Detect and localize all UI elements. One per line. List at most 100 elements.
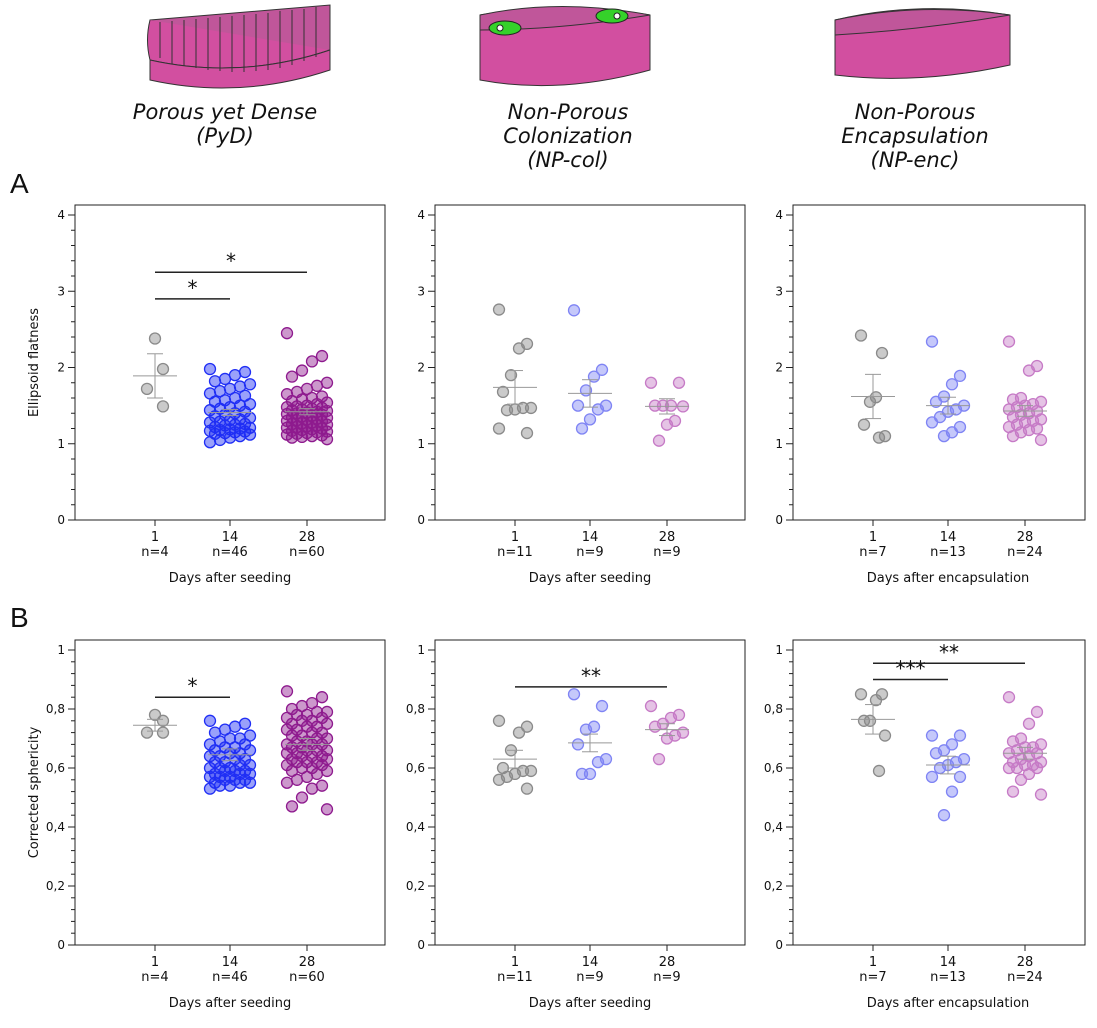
data-point: [579, 723, 593, 736]
x-tick-n-label: n=7: [859, 545, 886, 560]
x-tick-label: 1: [869, 530, 877, 545]
data-point: [520, 426, 534, 440]
x-tick-n-label: n=46: [212, 970, 248, 985]
data-point: [1034, 788, 1048, 801]
data-point: [233, 776, 247, 789]
y-tick-label: 2: [775, 361, 783, 375]
data-point: [945, 378, 959, 391]
data-point: [280, 685, 294, 698]
data-point: [925, 335, 939, 348]
data-point: [925, 729, 939, 742]
data-point: [945, 785, 959, 798]
data-point: [672, 376, 686, 389]
y-tick-label: 4: [57, 208, 65, 222]
data-point: [492, 714, 506, 727]
x-tick-n-label: n=9: [653, 970, 680, 985]
data-point: [1034, 433, 1048, 447]
plot-frame: [792, 204, 1086, 521]
data-point: [953, 770, 967, 783]
data-point: [496, 385, 510, 399]
x-tick-n-label: n=4: [141, 970, 168, 985]
data-point: [140, 726, 154, 739]
data-point: [492, 303, 506, 316]
y-tick-label: 4: [775, 208, 783, 222]
data-point: [854, 329, 868, 342]
data-point: [567, 688, 581, 701]
x-tick-n-label: n=46: [212, 545, 248, 560]
y-axis-label: Corrected sphericity: [27, 726, 42, 858]
data-point: [320, 764, 334, 778]
data-point: [857, 714, 871, 727]
data-point: [1030, 705, 1044, 719]
data-point: [238, 717, 252, 730]
header-title-line: Porous yet Dense: [132, 100, 318, 124]
x-axis-label: Days after seeding: [529, 571, 652, 586]
y-tick-label: 0,6: [46, 761, 65, 775]
data-point: [869, 694, 883, 707]
x-tick-label: 28: [659, 530, 676, 545]
data-point: [571, 738, 585, 751]
data-point: [310, 767, 324, 781]
y-tick-label: 0,2: [406, 879, 425, 893]
data-point: [925, 416, 939, 429]
data-point: [315, 349, 329, 363]
data-point: [295, 430, 309, 444]
y-tick-label: 0: [417, 513, 425, 527]
data-point: [140, 382, 154, 396]
data-point: [1022, 364, 1036, 377]
data-point: [1006, 429, 1020, 443]
y-tick-label: 3: [417, 284, 425, 298]
header-title-line: Non-Porous: [854, 100, 976, 124]
x-tick-n-label: n=4: [141, 545, 168, 560]
data-point: [504, 368, 518, 382]
data-point: [1006, 785, 1020, 798]
significance-label: *: [188, 276, 198, 300]
data-point: [295, 364, 309, 377]
data-point: [156, 714, 170, 727]
y-tick-label: 3: [775, 284, 783, 298]
data-point: [660, 418, 674, 431]
data-point: [652, 434, 666, 447]
x-axis-label: Days after encapsulation: [867, 571, 1030, 586]
data-point: [315, 691, 329, 704]
y-tick-label: 1: [57, 437, 65, 451]
data-point: [937, 809, 951, 822]
y-tick-label: 1: [417, 437, 425, 451]
data-point: [512, 726, 526, 739]
x-tick-label: 14: [222, 955, 239, 970]
x-tick-n-label: n=24: [1007, 545, 1043, 560]
data-point: [937, 429, 951, 443]
x-tick-n-label: n=60: [289, 545, 325, 560]
significance-label: *: [188, 674, 198, 698]
data-point: [280, 327, 294, 340]
y-tick-label: 0: [775, 513, 783, 527]
data-point: [878, 729, 892, 742]
data-point: [1002, 691, 1016, 704]
y-tick-label: 0,4: [764, 820, 783, 834]
data-point: [571, 399, 585, 412]
x-tick-label: 28: [659, 955, 676, 970]
header-title-line: (NP-col): [527, 148, 609, 172]
data-point: [208, 375, 222, 388]
np-col-schematic-icon: [479, 6, 651, 87]
data-point: [872, 764, 886, 778]
data-point: [233, 429, 247, 443]
header-title-np-enc: Non-Porous Encapsulation (NP-enc): [765, 100, 1065, 172]
data-point: [290, 773, 304, 786]
y-tick-label: 0,2: [46, 879, 65, 893]
data-point: [644, 699, 658, 713]
significance-label: **: [581, 664, 601, 688]
data-point: [854, 688, 868, 701]
data-point: [512, 342, 526, 355]
data-point: [591, 403, 605, 416]
data-point: [875, 346, 889, 360]
data-point: [863, 395, 877, 408]
x-tick-n-label: n=11: [497, 970, 533, 985]
data-point: [203, 782, 217, 795]
y-tick-label: 2: [417, 361, 425, 375]
data-point: [305, 355, 319, 368]
data-point: [285, 431, 299, 444]
